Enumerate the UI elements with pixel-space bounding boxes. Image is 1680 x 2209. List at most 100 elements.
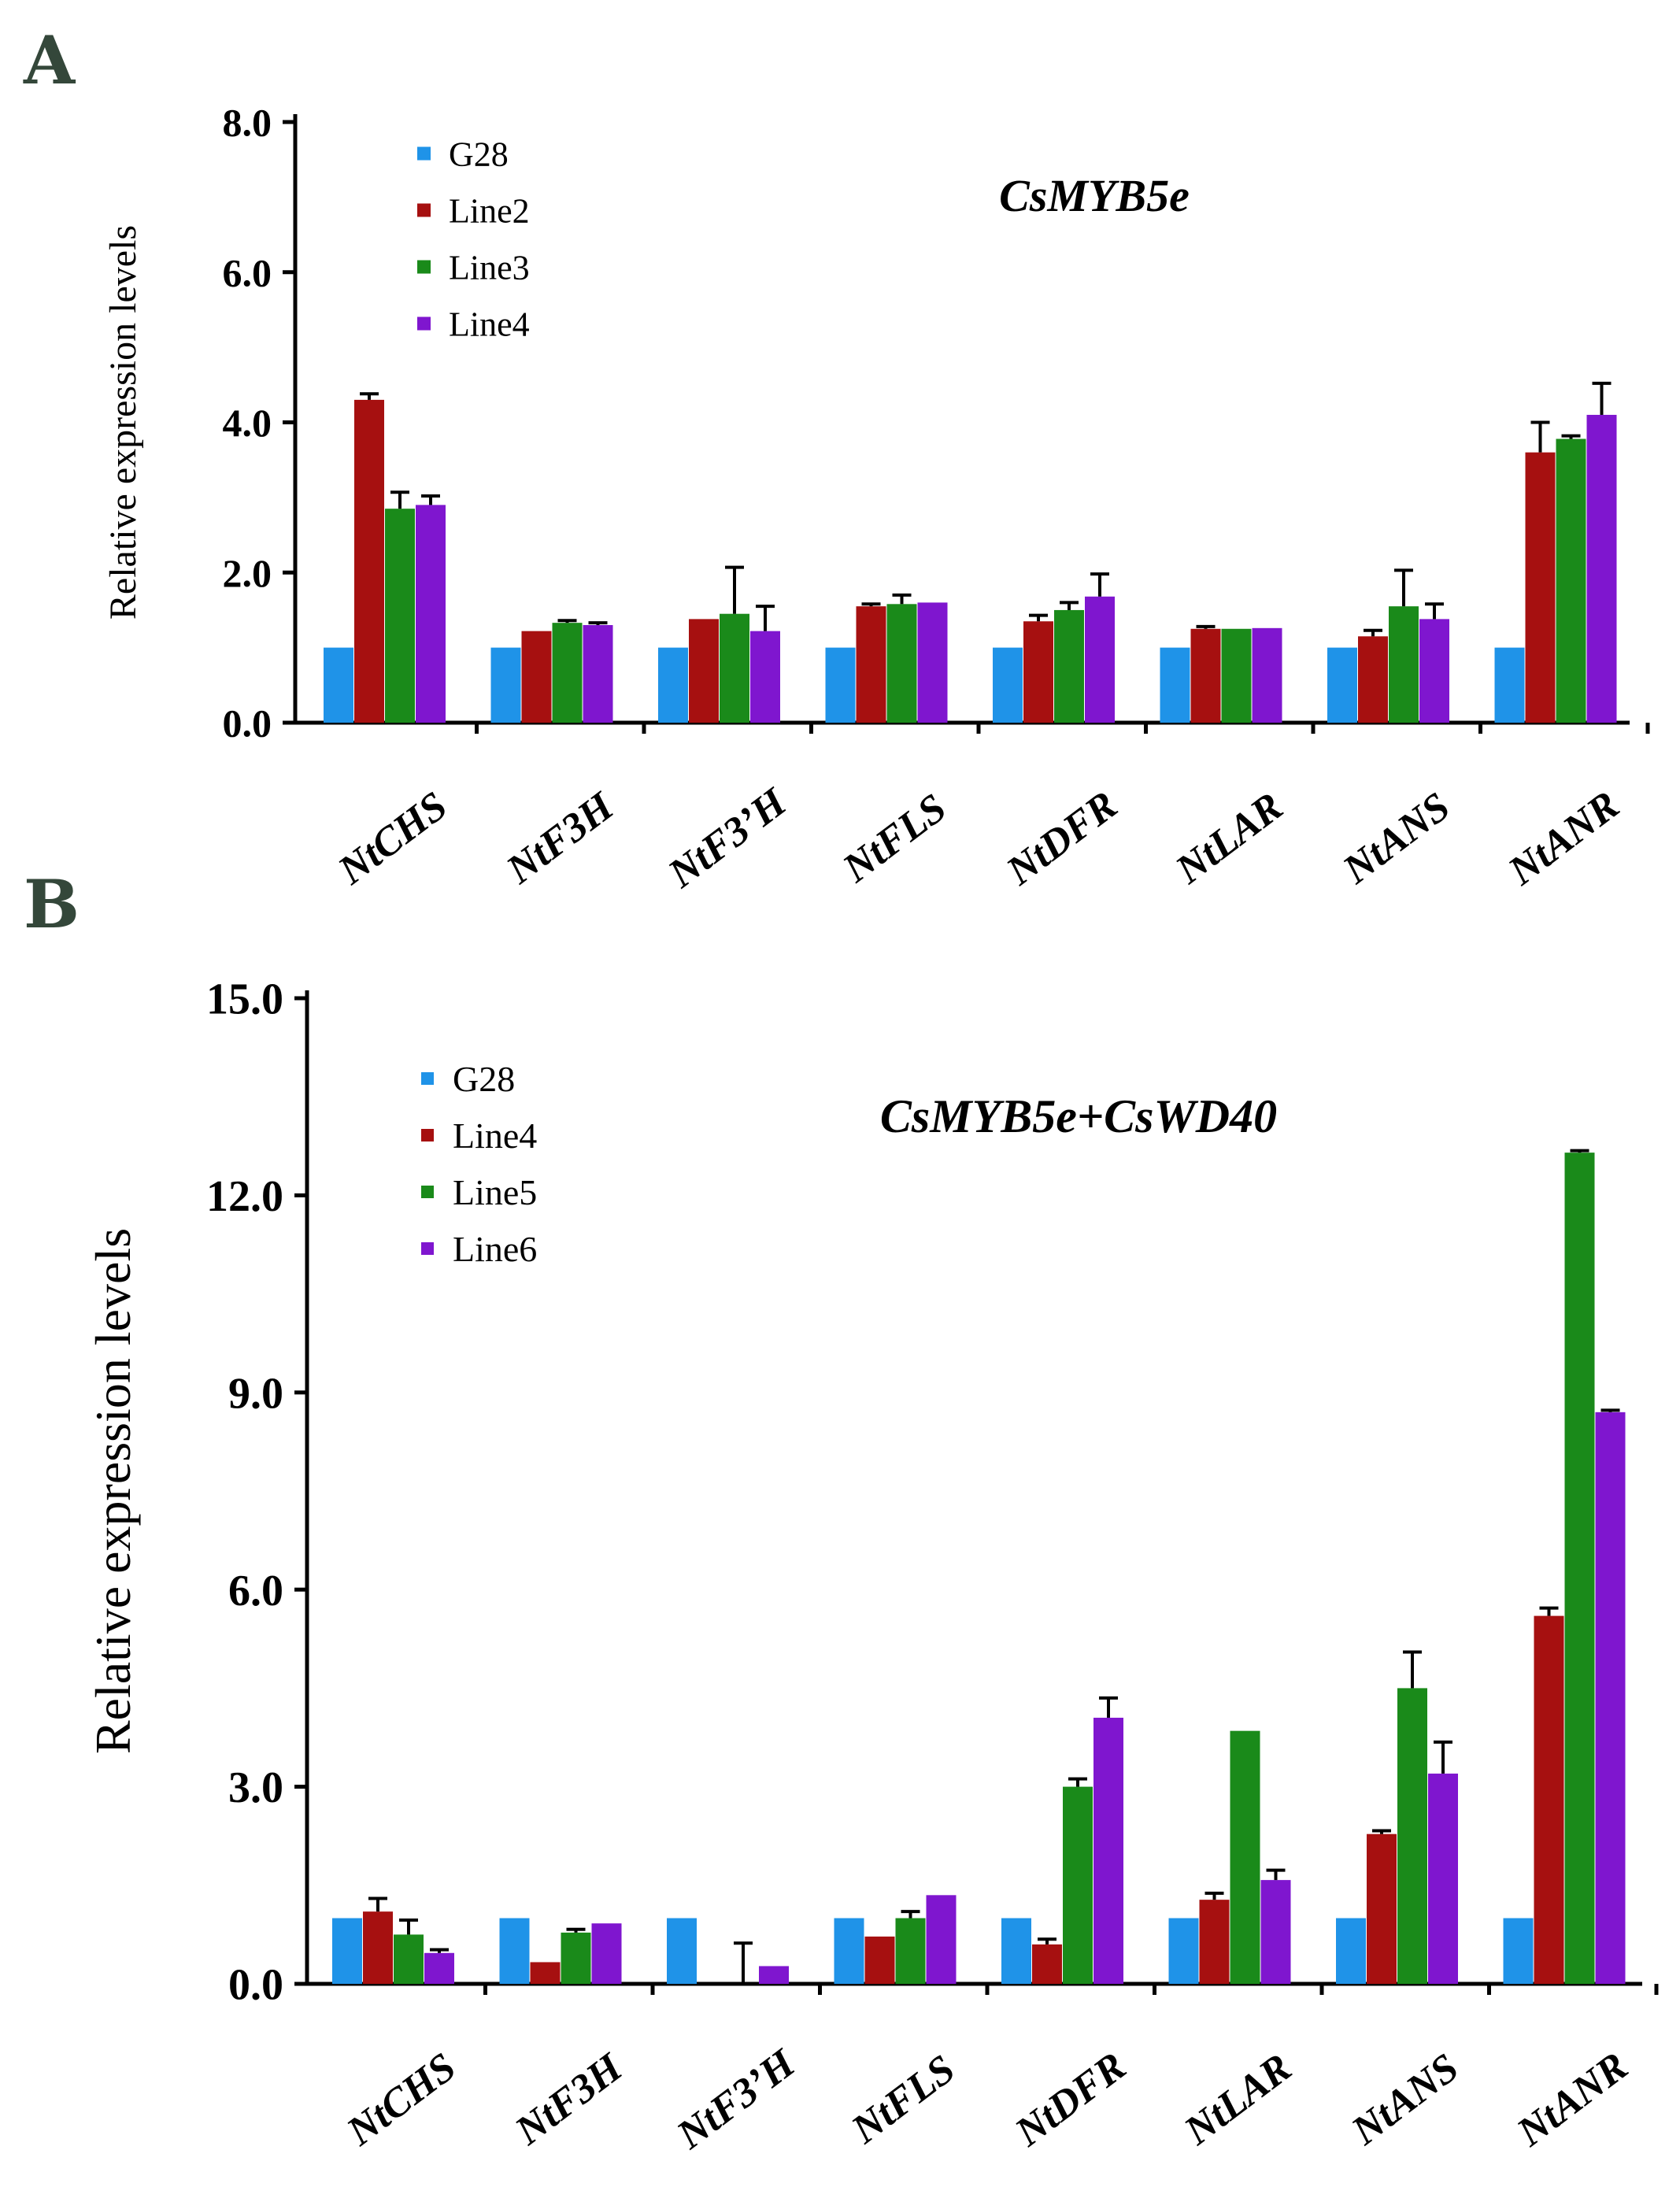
bar-line6-5: [1260, 1880, 1291, 1984]
category-label: NtDFR: [1007, 2044, 1134, 2155]
bar-line3-4: [1054, 609, 1084, 723]
bar-line2-1: [521, 631, 552, 723]
bar-line3-3: [886, 604, 917, 723]
legend-swatch-g28: [417, 146, 431, 161]
legend-swatch-line4: [417, 316, 431, 331]
category-label: NtF3H: [498, 783, 623, 893]
panel-letter-b: B: [24, 865, 80, 943]
bar-g28-2: [667, 1918, 697, 1984]
y-axis-title: Relative expression levels: [102, 225, 144, 620]
bar-g28-7: [1494, 647, 1525, 723]
bar-g28-6: [1336, 1918, 1366, 1984]
construct-annotation: CsMYB5e: [999, 170, 1190, 221]
bar-line2-0: [354, 399, 384, 723]
legend-swatch-line3: [417, 260, 431, 274]
bar-line4-3: [917, 602, 948, 723]
bar-g28-4: [1001, 1918, 1031, 1984]
category-label: NtLAR: [1175, 2045, 1299, 2154]
legend-swatch-line2: [417, 203, 431, 217]
bar-line5-1: [561, 1932, 591, 1984]
bar-line6-7: [1595, 1412, 1626, 1984]
bar-g28-3: [834, 1918, 864, 1984]
legend-label: Line2: [449, 191, 530, 230]
legend-label: G28: [453, 1059, 515, 1099]
bar-g28-4: [993, 647, 1023, 723]
legend-label: Line6: [453, 1229, 537, 1269]
bar-line4-6: [1419, 619, 1449, 723]
category-label: NtCHS: [330, 783, 456, 894]
bar-line2-4: [1023, 621, 1053, 723]
bar-line6-3: [926, 1895, 957, 1984]
bar-g28-3: [825, 647, 856, 723]
legend-label: Line5: [453, 1172, 537, 1212]
legend-label: G28: [449, 135, 509, 173]
bar-line5-7: [1564, 1153, 1595, 1984]
bar-line4-0: [416, 505, 446, 723]
bar-line6-6: [1428, 1773, 1458, 1984]
bar-line4-7: [1586, 414, 1617, 723]
bar-line3-7: [1556, 438, 1586, 723]
bar-line4-3: [864, 1936, 895, 1984]
bar-line2-5: [1190, 628, 1221, 723]
legend-swatch-line5: [421, 1186, 434, 1198]
bar-line3-1: [552, 623, 583, 723]
category-label: NtFLS: [834, 786, 955, 892]
legend-label: Line4: [449, 305, 530, 343]
bar-line4-5: [1252, 627, 1282, 723]
category-label: NtDFR: [998, 783, 1126, 894]
bar-line5-5: [1230, 1730, 1260, 1984]
legend-label: Line3: [449, 248, 530, 287]
y-tick-label: 6.0: [228, 1567, 283, 1615]
y-axis-title: Relative expression levels: [85, 1228, 141, 1754]
legend-swatch-line4: [421, 1129, 434, 1142]
construct-annotation: CsMYB5e+CsWD40: [880, 1090, 1277, 1142]
y-tick-label: 4.0: [223, 401, 272, 445]
bar-line3-2: [720, 613, 749, 723]
y-tick-label: 12.0: [206, 1172, 283, 1221]
legend-label: Line4: [453, 1116, 537, 1156]
category-label: NtANR: [1508, 2044, 1636, 2155]
category-label: NtFLS: [843, 2047, 964, 2153]
bar-line2-2: [689, 619, 719, 723]
category-label: NtF3H: [506, 2044, 631, 2154]
bar-line3-5: [1221, 628, 1252, 723]
bar-line3-0: [385, 509, 415, 723]
bar-g28-2: [658, 647, 688, 723]
bar-line2-6: [1358, 636, 1388, 723]
bar-line6-4: [1093, 1717, 1123, 1984]
bar-line6-1: [591, 1923, 622, 1984]
bar-line6-2: [759, 1966, 789, 1984]
bar-g28-5: [1168, 1918, 1199, 1984]
bar-g28-5: [1160, 647, 1190, 723]
y-tick-label: 6.0: [223, 250, 272, 294]
bar-line4-5: [1199, 1900, 1230, 1984]
bar-g28-6: [1327, 647, 1357, 723]
y-tick-label: 2.0: [223, 551, 272, 595]
legend-swatch-g28: [421, 1072, 434, 1085]
bar-line3-6: [1389, 606, 1419, 723]
bar-line4-6: [1367, 1833, 1397, 1984]
bar-line2-3: [856, 606, 886, 723]
bar-line4-1: [530, 1962, 561, 1984]
chart-panel-b: 0.0 3.0 6.0 9.0 12.0 15.0 Relative expression …: [85, 975, 1659, 2159]
bar-line5-6: [1397, 1688, 1427, 1984]
bar-line5-0: [394, 1934, 424, 1984]
category-label: NtF3’H: [668, 2041, 804, 2159]
y-tick-label: 0.0: [228, 1961, 283, 2010]
category-label: NtCHS: [339, 2044, 464, 2155]
bar-g28-0: [332, 1918, 362, 1984]
bar-line4-1: [583, 625, 613, 723]
chart-panel-a: 0.0 2.0 4.0 6.0 8.0 Relative expression level…: [102, 101, 1650, 897]
bar-line5-4: [1063, 1786, 1093, 1984]
bar-line4-2: [750, 631, 780, 723]
bar-line4-4: [1085, 596, 1115, 723]
y-tick-label: 15.0: [206, 975, 283, 1024]
y-tick-label: 8.0: [223, 101, 272, 145]
y-tick-label: 0.0: [223, 701, 272, 746]
category-label: NtF3’H: [660, 779, 795, 897]
y-tick-label: 9.0: [228, 1369, 283, 1418]
bar-line4-0: [363, 1911, 393, 1984]
bar-g28-0: [324, 647, 353, 723]
bar-line4-4: [1032, 1944, 1062, 1984]
